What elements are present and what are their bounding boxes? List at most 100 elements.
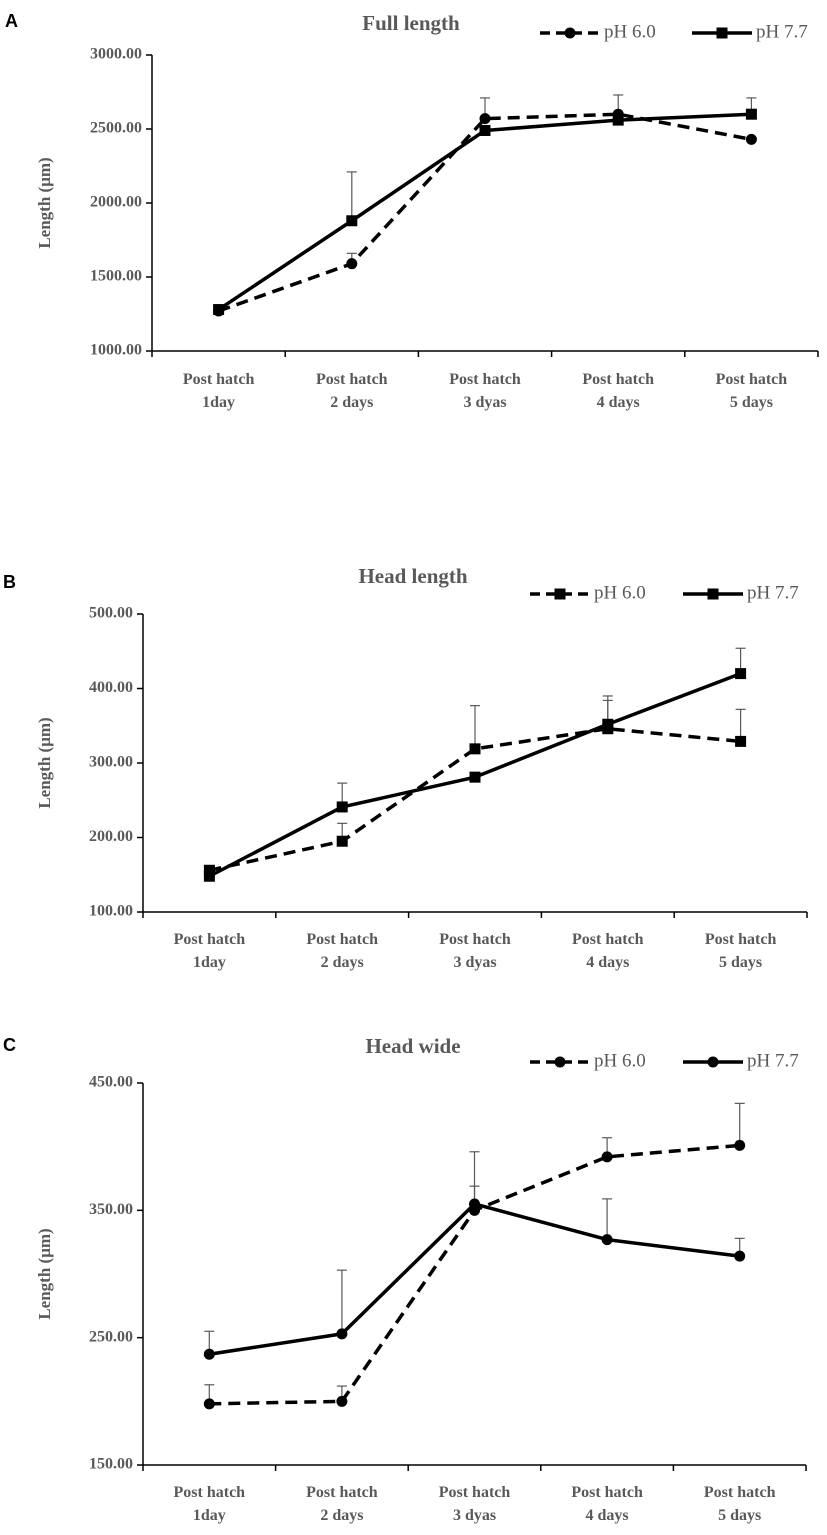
data-point bbox=[203, 1398, 215, 1410]
data-point bbox=[336, 1328, 348, 1340]
legend-marker bbox=[707, 1056, 719, 1068]
x-tick-label: Post hatch bbox=[306, 931, 378, 948]
data-point bbox=[346, 258, 358, 270]
panel-label: B bbox=[3, 572, 16, 592]
x-tick-label: 3 dyas bbox=[453, 1507, 496, 1524]
y-tick-label: 300.00 bbox=[89, 754, 133, 771]
legend-item: pH 7.7 bbox=[692, 21, 808, 42]
chart-full-length: A Full length 1000.00 1500.00 2000.00 2500.00… bbox=[5, 11, 819, 411]
x-tick-label: Post hatch bbox=[306, 1484, 378, 1501]
data-point bbox=[735, 668, 747, 680]
data-point bbox=[735, 735, 747, 747]
x-tick-label: 1day bbox=[193, 1507, 226, 1524]
legend-item: pH 7.7 bbox=[683, 1050, 799, 1071]
y-axis-label: Length (μm) bbox=[35, 157, 54, 248]
data-point bbox=[203, 1348, 215, 1360]
y-tick-label: 150.00 bbox=[89, 1456, 133, 1473]
series-ph-7-7 bbox=[213, 97, 757, 316]
x-tick-label: 2 days bbox=[320, 1507, 363, 1524]
y-tick-label: 200.00 bbox=[89, 828, 133, 845]
panel-label: C bbox=[3, 1035, 16, 1055]
x-tick-label: Post hatch bbox=[571, 1484, 643, 1501]
legend-item: pH 7.7 bbox=[683, 582, 799, 603]
x-tick-label: 5 days bbox=[730, 394, 773, 411]
x-tick-label: Post hatch bbox=[174, 1484, 246, 1501]
panel-b: B Head length 100.00 200.00 300.00 400.00 500.… bbox=[0, 560, 827, 980]
legend-marker bbox=[716, 27, 728, 39]
data-point bbox=[336, 1395, 348, 1407]
x-tick-label: 3 dyas bbox=[463, 394, 506, 411]
data-point bbox=[601, 1234, 613, 1246]
series-ph-6-0 bbox=[203, 699, 747, 876]
chart-title: Head length bbox=[358, 564, 467, 588]
x-tick-label: 1day bbox=[193, 954, 226, 971]
x-tick-label: 4 days bbox=[597, 394, 640, 411]
x-tick-label: Post hatch bbox=[439, 1484, 511, 1501]
x-tick-label: 2 days bbox=[321, 954, 364, 971]
legend-item: pH 6.0 bbox=[530, 582, 646, 603]
legend-label: pH 6.0 bbox=[594, 582, 646, 603]
x-tick-label: Post hatch bbox=[716, 371, 788, 388]
data-point bbox=[745, 108, 757, 120]
y-tick-label: 1500.00 bbox=[90, 268, 142, 285]
series-line bbox=[209, 1202, 740, 1356]
legend-label: pH 7.7 bbox=[756, 21, 808, 42]
y-tick-label: 2000.00 bbox=[90, 194, 142, 211]
data-point bbox=[479, 113, 491, 125]
panel-label: A bbox=[5, 11, 18, 31]
x-tick-label: Post hatch bbox=[439, 931, 511, 948]
x-tick-label: Post hatch bbox=[174, 931, 246, 948]
data-point bbox=[469, 771, 481, 783]
x-tick-label: 4 days bbox=[586, 954, 629, 971]
data-point bbox=[336, 835, 348, 847]
y-axis-label: Length (μm) bbox=[35, 1228, 54, 1319]
y-tick-label: 350.00 bbox=[89, 1201, 133, 1218]
panel-c: C Head wide 150.00 250.00 350.00 450.00 Length… bbox=[0, 1030, 827, 1535]
data-point bbox=[612, 114, 624, 126]
data-point bbox=[601, 1151, 613, 1163]
x-tick-label: 5 days bbox=[719, 954, 762, 971]
data-point bbox=[479, 124, 491, 136]
x-tick-label: Post hatch bbox=[316, 371, 388, 388]
data-point bbox=[745, 133, 757, 145]
legend-marker bbox=[554, 1056, 566, 1068]
legend-label: pH 7.7 bbox=[747, 582, 799, 603]
x-tick-label: Post hatch bbox=[705, 931, 777, 948]
x-tick-label: 2 days bbox=[330, 394, 373, 411]
y-tick-label: 3000.00 bbox=[90, 46, 142, 63]
data-point bbox=[346, 215, 358, 227]
series-line bbox=[217, 112, 752, 312]
x-tick-label: Post hatch bbox=[582, 371, 654, 388]
x-tick-label: 3 dyas bbox=[453, 954, 496, 971]
data-point bbox=[213, 304, 225, 316]
series-ph-6-0 bbox=[203, 1102, 746, 1410]
legend-item: pH 6.0 bbox=[540, 21, 656, 42]
x-tick-label: 1day bbox=[202, 394, 235, 411]
x-tick-label: 4 days bbox=[586, 1507, 629, 1524]
panel-a: A Full length 1000.00 1500.00 2000.00 2500.00… bbox=[0, 0, 827, 420]
y-tick-label: 400.00 bbox=[89, 679, 133, 696]
y-tick-label: 2500.00 bbox=[90, 120, 142, 137]
chart-title: Full length bbox=[362, 11, 460, 35]
data-point bbox=[203, 870, 215, 882]
y-tick-label: 100.00 bbox=[89, 903, 133, 920]
x-tick-label: Post hatch bbox=[704, 1484, 776, 1501]
data-point bbox=[734, 1250, 746, 1262]
chart-head-wide: C Head wide 150.00 250.00 350.00 450.00 Length… bbox=[3, 1034, 807, 1524]
x-tick-label: 5 days bbox=[718, 1507, 761, 1524]
data-point bbox=[469, 743, 481, 755]
legend-item: pH 6.0 bbox=[530, 1050, 646, 1071]
series-ph-7-7 bbox=[203, 1185, 746, 1360]
y-tick-label: 500.00 bbox=[89, 605, 133, 622]
y-tick-label: 250.00 bbox=[89, 1328, 133, 1345]
legend-label: pH 6.0 bbox=[604, 21, 656, 42]
legend-label: pH 7.7 bbox=[747, 1050, 799, 1071]
legend-marker bbox=[554, 588, 566, 600]
y-tick-label: 450.00 bbox=[89, 1074, 133, 1091]
series-line bbox=[218, 112, 752, 313]
y-tick-label: 1000.00 bbox=[90, 342, 142, 359]
x-tick-label: Post hatch bbox=[183, 371, 255, 388]
data-point bbox=[203, 864, 215, 876]
data-point bbox=[602, 718, 614, 730]
x-tick-label: Post hatch bbox=[572, 931, 644, 948]
